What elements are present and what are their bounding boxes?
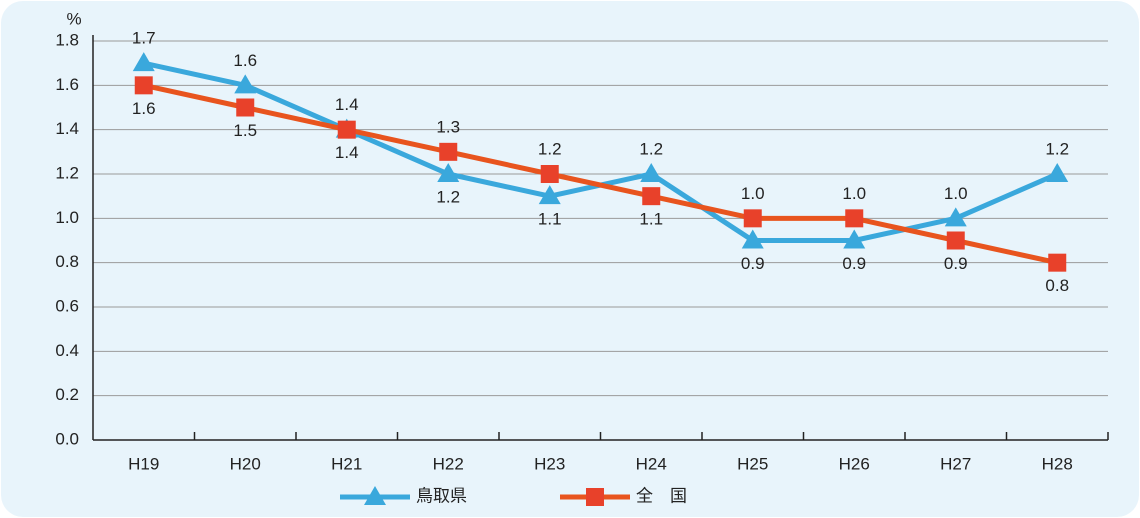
point (337, 120, 356, 139)
data-label: 1.1 (639, 210, 663, 229)
x-tick-label: H19 (128, 454, 159, 473)
x-tick-label: H25 (737, 454, 768, 473)
x-tick-label: H24 (636, 454, 667, 473)
data-label: 1.2 (436, 187, 460, 206)
data-label: 1.0 (842, 184, 866, 203)
y-tick-label: 0.6 (55, 296, 79, 315)
x-tick-label: H28 (1042, 454, 1073, 473)
data-label: 0.9 (842, 254, 866, 273)
point (845, 209, 864, 228)
legend-label: 鳥取県 (416, 486, 467, 505)
point (538, 185, 561, 205)
data-label: 0.9 (944, 254, 968, 273)
data-label: 0.9 (741, 254, 765, 273)
point (1048, 253, 1067, 272)
y-tick-label: 0.2 (55, 385, 79, 404)
y-tick-label: 1.4 (55, 119, 79, 138)
legend-marker (364, 486, 386, 505)
point (134, 76, 153, 95)
data-label: 1.1 (538, 210, 562, 229)
data-label: 1.6 (132, 99, 156, 118)
point (640, 163, 663, 182)
data-label: 0.8 (1045, 276, 1069, 295)
y-tick-label: 0.8 (55, 252, 79, 271)
point (439, 142, 458, 161)
x-tick-label: H23 (534, 454, 565, 473)
legend-marker (586, 488, 604, 506)
y-unit: % (66, 9, 81, 28)
point (642, 187, 661, 206)
point (236, 98, 255, 117)
data-label: 1.4 (335, 143, 359, 162)
data-label: 1.0 (944, 184, 968, 203)
data-label: 1.2 (639, 139, 663, 158)
point (132, 52, 155, 72)
data-label: 1.7 (132, 29, 156, 48)
point (743, 209, 762, 228)
point (540, 165, 559, 183)
data-label: 1.5 (233, 121, 257, 140)
series-line (143, 82, 1058, 266)
y-tick-label: 1.6 (55, 75, 79, 94)
y-tick-label: 0.4 (55, 341, 79, 360)
data-label: 1.2 (1045, 139, 1069, 158)
data-label: 1.6 (233, 51, 257, 70)
legend-label: 全 国 (636, 486, 687, 505)
x-tick-label: H20 (230, 454, 261, 473)
x-tick-label: H21 (331, 454, 362, 473)
point (234, 74, 257, 94)
point (944, 207, 967, 227)
data-label: 1.3 (436, 117, 460, 136)
x-tick-label: H26 (839, 454, 870, 473)
point (1046, 163, 1069, 182)
x-tick-label: H27 (940, 454, 971, 473)
y-tick-label: 0.0 (55, 429, 79, 448)
y-tick-label: 1.2 (55, 163, 79, 182)
point (946, 231, 965, 250)
y-tick-label: 1.0 (55, 208, 79, 227)
data-label: 1.0 (741, 184, 765, 203)
data-label: 1.2 (538, 139, 562, 158)
y-tick-label: 1.8 (55, 30, 79, 49)
data-label: 1.4 (335, 95, 359, 114)
point (437, 163, 460, 182)
x-tick-label: H22 (433, 454, 464, 473)
point (843, 229, 866, 249)
point (741, 229, 764, 249)
